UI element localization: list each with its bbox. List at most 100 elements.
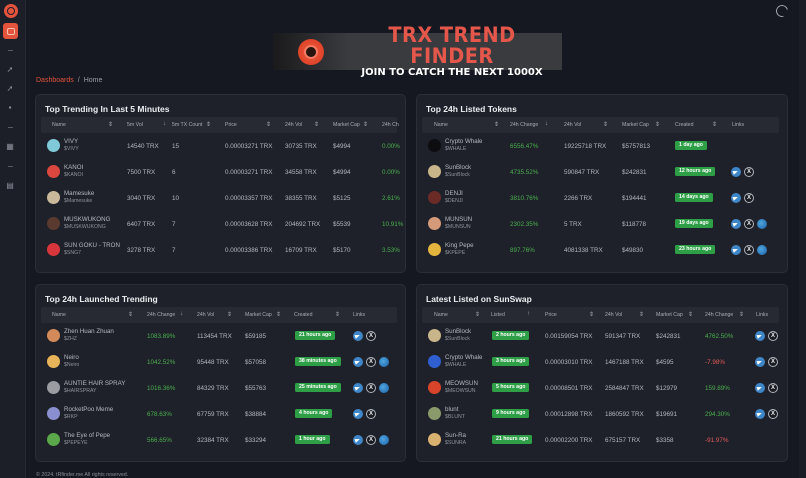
sort-icon[interactable]: ⇕ (494, 122, 500, 128)
table-row[interactable]: AUNTIE HAIR SPRAY $HAIRSPRAY 1016.36% 84329… (41, 375, 397, 401)
col-5m-tx[interactable]: 5m TX Count (172, 122, 203, 128)
sort-icon[interactable]: ⇕ (266, 122, 272, 128)
token-name[interactable]: MUSKWUKONG (64, 216, 111, 223)
sort-icon[interactable]: ⇕ (276, 312, 282, 318)
col-24h-vol[interactable]: 24h Vol (564, 122, 582, 128)
sort-desc-icon[interactable]: ↓ (163, 121, 166, 127)
table-row[interactable]: SUN GOKU - TRON $SNG7 3278 TRX 7 0.00003386 … (41, 237, 400, 263)
col-24h-change[interactable]: 24h Change (147, 312, 176, 318)
x-twitter-icon[interactable]: X (366, 409, 376, 419)
token-name[interactable]: MEOWSUN (445, 380, 478, 387)
col-price[interactable]: Price (225, 122, 237, 128)
col-mcap[interactable]: Market Cap (333, 122, 360, 128)
col-mcap[interactable]: Market Cap (622, 122, 649, 128)
sort-icon[interactable]: ⇕ (589, 312, 595, 318)
token-name[interactable]: Crypto Whale (445, 354, 483, 361)
sort-icon[interactable]: ⇕ (206, 122, 212, 128)
token-name[interactable]: SUN GOKU - TRON (64, 242, 120, 249)
x-twitter-icon[interactable]: X (768, 357, 778, 367)
token-name[interactable]: Crypto Whale (445, 138, 483, 145)
sort-desc-icon[interactable]: ↓ (180, 311, 183, 317)
table-row[interactable]: MUSKWUKONG $MUSKWUKONG 6407 TRX 7 0.00003628… (41, 211, 403, 237)
col-24h-change[interactable]: 24h Change (705, 312, 734, 318)
table-row[interactable]: The Eye of Pepe $PEPEYE 566.65% 32384 TRX $3… (41, 427, 397, 453)
x-twitter-icon[interactable]: X (744, 167, 754, 177)
x-twitter-icon[interactable]: X (366, 383, 376, 393)
col-name[interactable]: Name (434, 312, 448, 318)
col-name[interactable]: Name (52, 122, 66, 128)
sort-icon[interactable]: ⇕ (688, 312, 694, 318)
token-name[interactable]: Mamesuke (64, 190, 95, 197)
sort-icon[interactable]: ⇕ (128, 312, 134, 318)
website-globe-icon[interactable] (757, 219, 767, 229)
col-mcap[interactable]: Market Cap (245, 312, 272, 318)
col-mcap[interactable]: Market Cap (656, 312, 683, 318)
token-name[interactable]: KANOI (64, 164, 84, 171)
sort-asc-icon[interactable]: ↑ (527, 311, 530, 317)
telegram-icon[interactable] (353, 435, 363, 445)
table-row[interactable]: Crypto Whale $WHALE 6556.47% 19225718 TRX $5… (422, 133, 779, 159)
telegram-icon[interactable] (731, 193, 741, 203)
token-name[interactable]: Sun-Ra (445, 432, 466, 439)
col-24h-vol[interactable]: 24h Vol (605, 312, 623, 318)
telegram-icon[interactable] (755, 331, 765, 341)
theme-toggle-moon-icon[interactable] (773, 2, 791, 20)
telegram-icon[interactable] (731, 219, 741, 229)
telegram-icon[interactable] (755, 409, 765, 419)
sort-icon[interactable]: ⇕ (363, 122, 369, 128)
token-name[interactable]: DENJI (445, 190, 463, 197)
sort-icon[interactable]: ⇕ (712, 122, 718, 128)
sort-desc-icon[interactable]: ↓ (545, 121, 548, 127)
telegram-icon[interactable] (353, 409, 363, 419)
table-row[interactable]: MUNSUN $MUNSUN 2302.35% 5 TRX $118778 19 days… (422, 211, 779, 237)
col-name[interactable]: Name (434, 122, 448, 128)
breadcrumb-dashboards[interactable]: Dashboards (36, 77, 74, 84)
table-row[interactable]: blunt $BLUNT 9 hours ago 0.00012898 TRX 1860… (422, 401, 779, 427)
table-row[interactable]: King Pepe $KPEPE 897.76% 4081338 TRX $49830 2… (422, 237, 779, 263)
sidebar-item-home[interactable] (3, 23, 18, 39)
col-24h-change[interactable]: 24h Ch (382, 122, 399, 128)
x-twitter-icon[interactable]: X (768, 331, 778, 341)
token-name[interactable]: MUNSUN (445, 216, 473, 223)
sort-icon[interactable]: ⇕ (739, 312, 745, 318)
col-price[interactable]: Price (545, 312, 557, 318)
col-created[interactable]: Created (294, 312, 313, 318)
telegram-icon[interactable] (731, 167, 741, 177)
sort-icon[interactable]: ⇕ (475, 312, 481, 318)
token-name[interactable]: Neiro (64, 354, 79, 361)
sort-icon[interactable]: ⇕ (108, 122, 114, 128)
sidebar-item-rocket-icon[interactable]: ➚ (6, 65, 14, 74)
table-row[interactable]: Mamesuke $Mamesuke 3040 TRX 10 0.00003357 TR… (41, 185, 400, 211)
telegram-icon[interactable] (755, 357, 765, 367)
telegram-icon[interactable] (731, 245, 741, 255)
token-name[interactable]: RocketPoo Meme (64, 406, 114, 413)
table-row[interactable]: SunBlock $SunBlock 2 hours ago 0.00159054 T… (422, 323, 779, 349)
token-name[interactable]: AUNTIE HAIR SPRAY (64, 380, 126, 387)
col-24h-vol[interactable]: 24h Vol (197, 312, 215, 318)
x-twitter-icon[interactable]: X (768, 383, 778, 393)
sort-icon[interactable]: ⇕ (314, 122, 320, 128)
table-row[interactable]: KANOI $KANOI 7500 TRX 6 0.00003271 TRX 34558 … (41, 159, 400, 185)
sidebar-item-table-icon[interactable]: ▤ (6, 181, 14, 190)
promo-banner[interactable]: TRX TREND FINDER JOIN TO CATCH THE NEXT … (273, 25, 562, 78)
col-listed[interactable]: Listed (491, 312, 505, 318)
x-twitter-icon[interactable]: X (366, 435, 376, 445)
col-name[interactable]: Name (52, 312, 66, 318)
app-logo[interactable] (4, 4, 18, 18)
col-24h-change[interactable]: 24h Change (510, 122, 539, 128)
telegram-icon[interactable] (353, 357, 363, 367)
table-row[interactable]: Sun-Ra $SUNRA 21 hours ago 0.00002200 TRX 67… (422, 427, 779, 453)
x-twitter-icon[interactable]: X (366, 331, 376, 341)
x-twitter-icon[interactable]: X (744, 193, 754, 203)
table-row[interactable]: DENJI $DENJI 3810.76% 2266 TRX $194441 14 day… (422, 185, 779, 211)
col-created[interactable]: Created (675, 122, 694, 128)
token-name[interactable]: SunBlock (445, 328, 472, 335)
sort-icon[interactable]: ⇕ (603, 122, 609, 128)
website-globe-icon[interactable] (379, 357, 389, 367)
telegram-icon[interactable] (755, 383, 765, 393)
table-row[interactable]: RocketPoo Meme $RKP 678.63% 67759 TRX $38884… (41, 401, 397, 427)
table-row[interactable]: Neiro $Neiro 1042.52% 95448 TRX $57058 38 min… (41, 349, 397, 375)
website-globe-icon[interactable] (379, 383, 389, 393)
telegram-icon[interactable] (353, 331, 363, 341)
token-name[interactable]: Zhen Huan Zhuan (64, 328, 114, 335)
